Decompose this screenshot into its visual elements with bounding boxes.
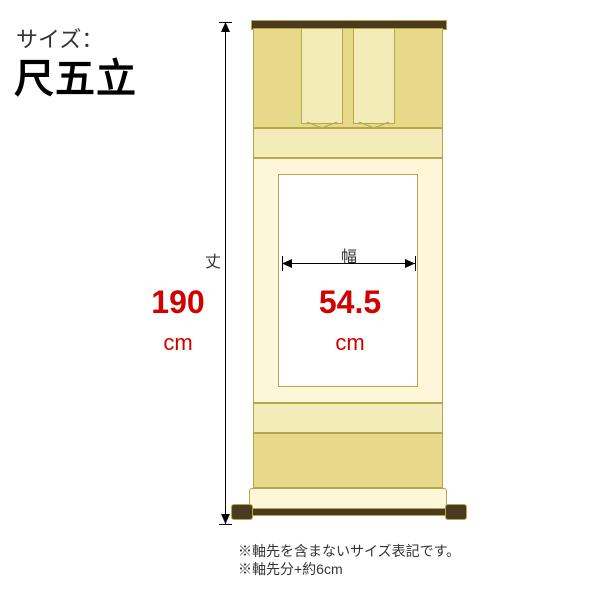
footnote-line-1: ※軸先を含まないサイズ表記です。 — [238, 542, 460, 561]
height-value-unit: cm — [163, 330, 192, 355]
dim-line-height — [225, 22, 226, 524]
scroll-footer — [253, 433, 443, 488]
height-kanji-label: 丈 — [205, 248, 221, 272]
footnote-line-2: ※軸先分+約6cm — [238, 560, 343, 579]
height-value: 190 cm — [138, 284, 218, 358]
dim-arrow-height-bottom-icon — [221, 514, 230, 524]
scroll-upper-band — [253, 128, 443, 158]
scroll-bottom-rod — [249, 508, 449, 516]
dim-arrow-width-left-icon — [282, 259, 292, 268]
dim-tick-height-bottom — [219, 524, 232, 525]
scroll-knob-left — [231, 504, 253, 520]
scroll-futai-right — [353, 28, 395, 124]
size-name-label: 尺五立 — [14, 46, 137, 104]
width-value-number: 54.5 — [319, 284, 381, 320]
dim-arrow-width-right-icon — [405, 259, 415, 268]
width-kanji-label: 幅 — [341, 243, 357, 267]
scroll-futai-left — [301, 28, 343, 124]
dim-tick-width-right — [415, 256, 416, 271]
width-value: 54.5 cm — [302, 284, 398, 358]
dim-arrow-height-top-icon — [221, 22, 230, 32]
height-value-number: 190 — [151, 284, 204, 320]
scroll-knob-right — [445, 504, 467, 520]
scroll-lower-band — [253, 403, 443, 433]
scroll-header — [253, 28, 443, 128]
width-value-unit: cm — [335, 330, 364, 355]
